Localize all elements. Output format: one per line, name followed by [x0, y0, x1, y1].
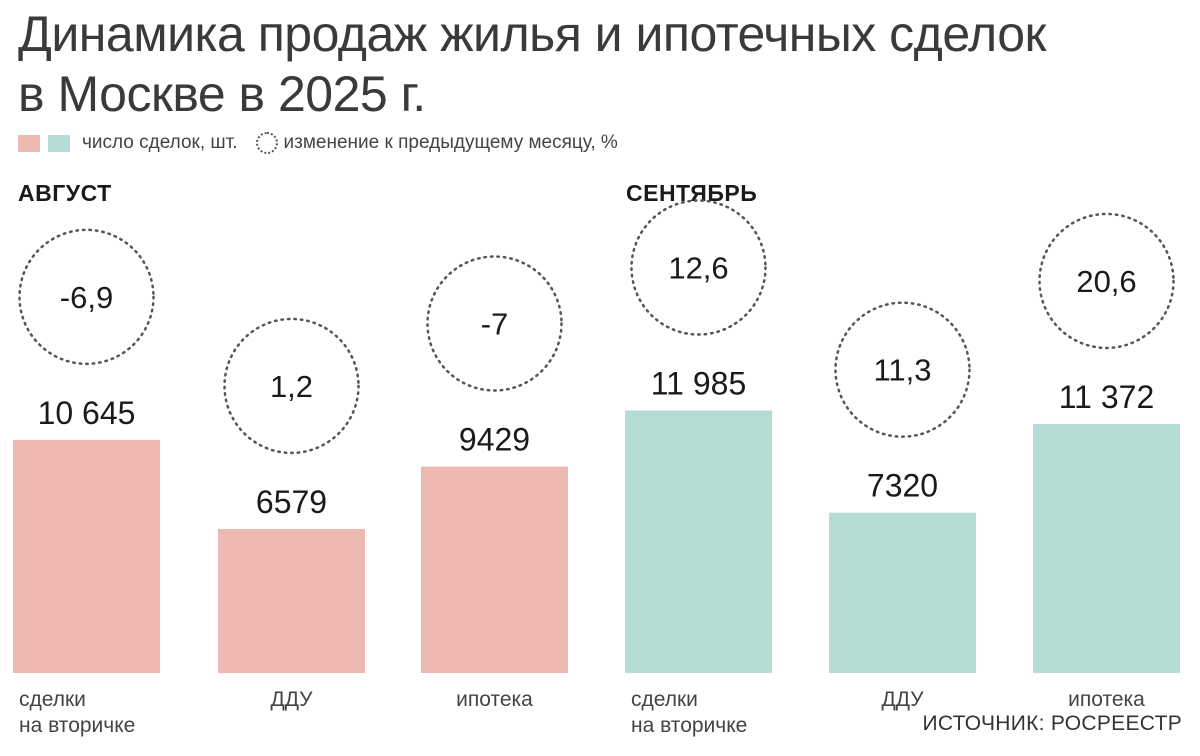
change-circle	[1038, 212, 1175, 350]
bar	[829, 512, 976, 673]
bar	[1033, 423, 1180, 673]
change-circle	[426, 255, 563, 392]
legend-swatch-august	[18, 134, 40, 152]
bar-value-label: 6579	[256, 484, 327, 520]
change-value-label: 12,6	[668, 251, 728, 286]
change-value-label: 1,2	[270, 369, 313, 404]
change-value-label: 20,6	[1076, 264, 1136, 299]
category-label: ипотека	[1068, 688, 1145, 711]
bar	[625, 410, 772, 673]
bar-value-label: 9429	[459, 422, 530, 458]
category-label-line: сделки	[19, 688, 86, 711]
category-label-line: на вторичке	[631, 714, 747, 737]
legend-count-label: число сделок, шт.	[82, 132, 238, 153]
bar	[218, 528, 365, 673]
bar-value-label: 10 645	[38, 395, 136, 431]
bar-value-label: 11 372	[1059, 379, 1155, 415]
category-label-line: ипотека	[456, 688, 533, 711]
category-label: сделки на вторичке	[631, 688, 747, 737]
legend-swatch-september	[48, 134, 70, 152]
change-circle	[834, 301, 971, 438]
category-label-line: на вторичке	[19, 714, 135, 737]
change-circle	[18, 228, 155, 366]
group-label-august: АВГУСТ	[18, 180, 112, 206]
category-label-line: сделки	[631, 688, 698, 711]
category-label: сделки на вторичке	[19, 688, 135, 737]
category-label: ДДУ	[881, 688, 924, 711]
change-circle	[223, 317, 360, 455]
chart-title-line-2: в Москве в 2025 г.	[18, 66, 426, 122]
chart-title-line-1: Динамика продаж жилья и ипотечных сделок	[18, 6, 1046, 62]
category-label-line: ДДУ	[270, 688, 313, 711]
change-value-label: 11,3	[873, 353, 931, 388]
category-label-line: ипотека	[1068, 688, 1145, 711]
legend-change-label: изменение к предыдущему месяцу, %	[283, 132, 618, 153]
legend: число сделок, шт. изменение к предыдущем…	[18, 131, 618, 155]
change-value-label: -6,9	[60, 280, 113, 315]
chart-title: Динамика продаж жилья и ипотечных сделок…	[18, 4, 1178, 124]
category-label-line: ДДУ	[881, 688, 924, 711]
category-label: ипотека	[456, 688, 533, 711]
change-value-label: -7	[481, 307, 509, 342]
bar	[421, 466, 568, 673]
bar-value-label: 7320	[867, 468, 938, 504]
bar-value-label: 11 985	[651, 366, 747, 402]
change-circle	[630, 199, 767, 336]
source-note: ИСТОЧНИК: РОСРЕЕСТР	[922, 712, 1182, 735]
legend-dotted-circle-icon	[255, 132, 278, 154]
bar	[13, 439, 160, 673]
category-label: ДДУ	[270, 688, 313, 711]
